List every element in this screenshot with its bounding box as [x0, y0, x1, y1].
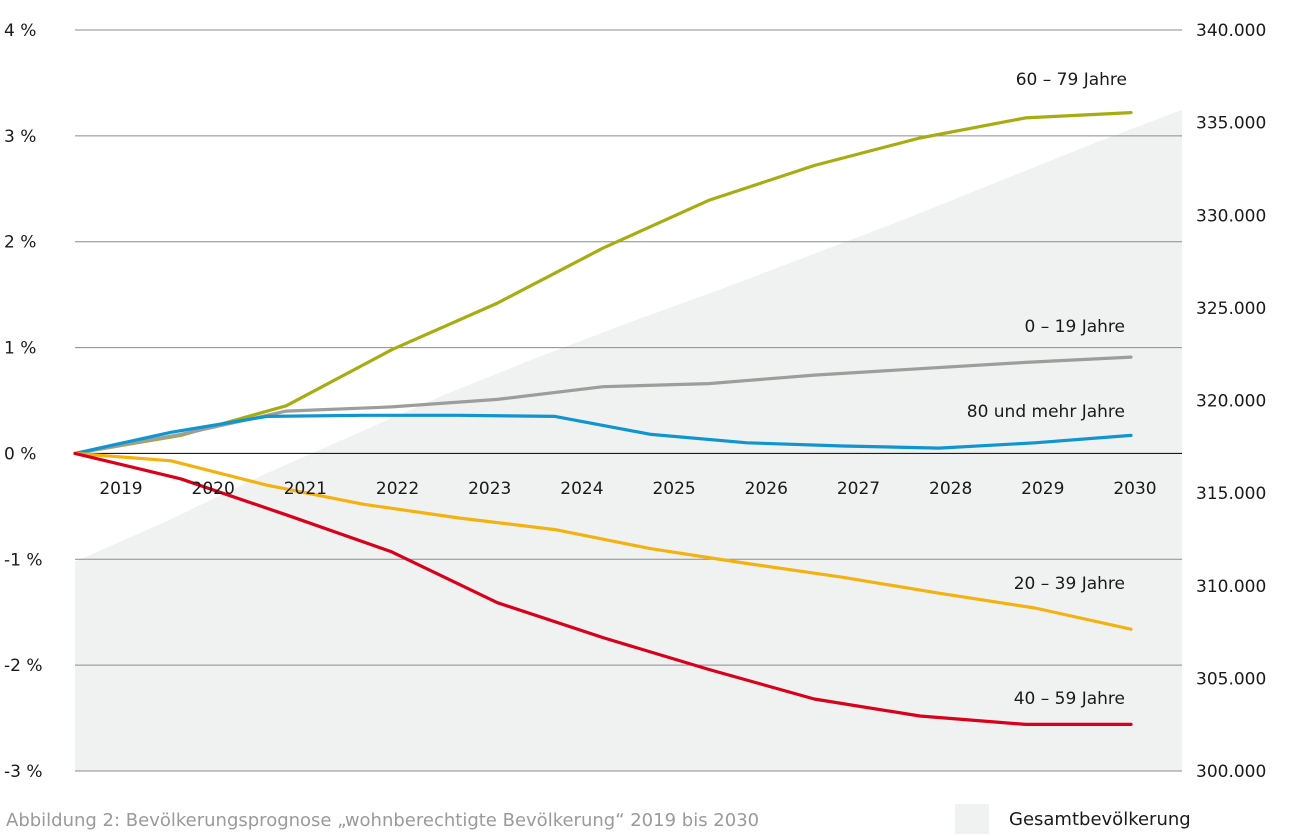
x-tick-label: 2020: [192, 479, 235, 499]
y-tick-label-right: 315.000: [1196, 484, 1266, 504]
legend-label-area: Gesamtbevölkerung: [1009, 808, 1191, 830]
population-area-layer: [75, 109, 1182, 771]
series-label: 40 – 59 Jahre: [1014, 689, 1125, 709]
x-tick-label: 2029: [1021, 479, 1064, 499]
x-tick-label: 2026: [745, 479, 788, 499]
x-tick-label: 2019: [99, 479, 142, 499]
y-tick-label-right: 330.000: [1196, 206, 1266, 226]
x-tick-label: 2022: [376, 479, 419, 499]
legend-swatch-area: [955, 804, 989, 834]
y-tick-label-left: -1 %: [4, 550, 43, 570]
y-tick-label-left: 3 %: [4, 127, 36, 147]
x-tick-label: 2024: [560, 479, 603, 499]
series-line: [73, 413, 1133, 455]
series-label: 80 und mehr Jahre: [967, 402, 1125, 422]
population-area: [75, 109, 1182, 771]
x-tick-label: 2025: [652, 479, 695, 499]
series-label: 20 – 39 Jahre: [1014, 574, 1125, 594]
y-tick-label-right: 325.000: [1196, 299, 1266, 319]
y-tick-label-right: 300.000: [1196, 762, 1266, 782]
x-tick-label: 2028: [929, 479, 972, 499]
x-tick-label: 2027: [837, 479, 880, 499]
series-lines-layer: [73, 110, 1133, 727]
y-tick-label-right: 340.000: [1196, 21, 1266, 41]
series-line: [73, 110, 1133, 455]
series-label: 60 – 79 Jahre: [1016, 70, 1127, 90]
grid-layer: [75, 29, 1182, 772]
series-label: 0 – 19 Jahre: [1025, 317, 1125, 337]
line-chart: 4 % 3 % 2 % 1 % 0 % -1 % -2 % -3 % 340.000 335.00…: [4, 21, 1266, 782]
x-tick-label: 2023: [468, 479, 511, 499]
figure-caption: Abbildung 2: Bevölkerungsprognose „wohnb…: [6, 810, 760, 831]
series-line: [73, 451, 1133, 631]
y-tick-label-left: 0 %: [4, 444, 36, 464]
y-tick-label-right: 335.000: [1196, 114, 1266, 134]
y-tick-label-left: 2 %: [4, 233, 36, 253]
y-tick-label-left: -3 %: [4, 762, 43, 782]
y-tick-label-right: 320.000: [1196, 392, 1266, 412]
y-tick-label-right: 310.000: [1196, 577, 1266, 597]
y-tick-label-left: -2 %: [4, 656, 43, 676]
series-line: [73, 451, 1133, 727]
x-tick-label: 2030: [1113, 479, 1156, 499]
series-labels-layer: 60 – 79 Jahre 0 – 19 Jahre 80 und mehr Jah…: [967, 70, 1127, 709]
x-tick-label: 2021: [284, 479, 327, 499]
y-tick-label-right: 305.000: [1196, 669, 1266, 689]
y-tick-label-left: 4 %: [4, 21, 36, 41]
legend: Gesamtbevölkerung: [955, 804, 1191, 834]
y-tick-label-left: 1 %: [4, 339, 36, 359]
tick-labels-layer: 4 % 3 % 2 % 1 % 0 % -1 % -2 % -3 % 340.000 335.00…: [4, 21, 1266, 782]
